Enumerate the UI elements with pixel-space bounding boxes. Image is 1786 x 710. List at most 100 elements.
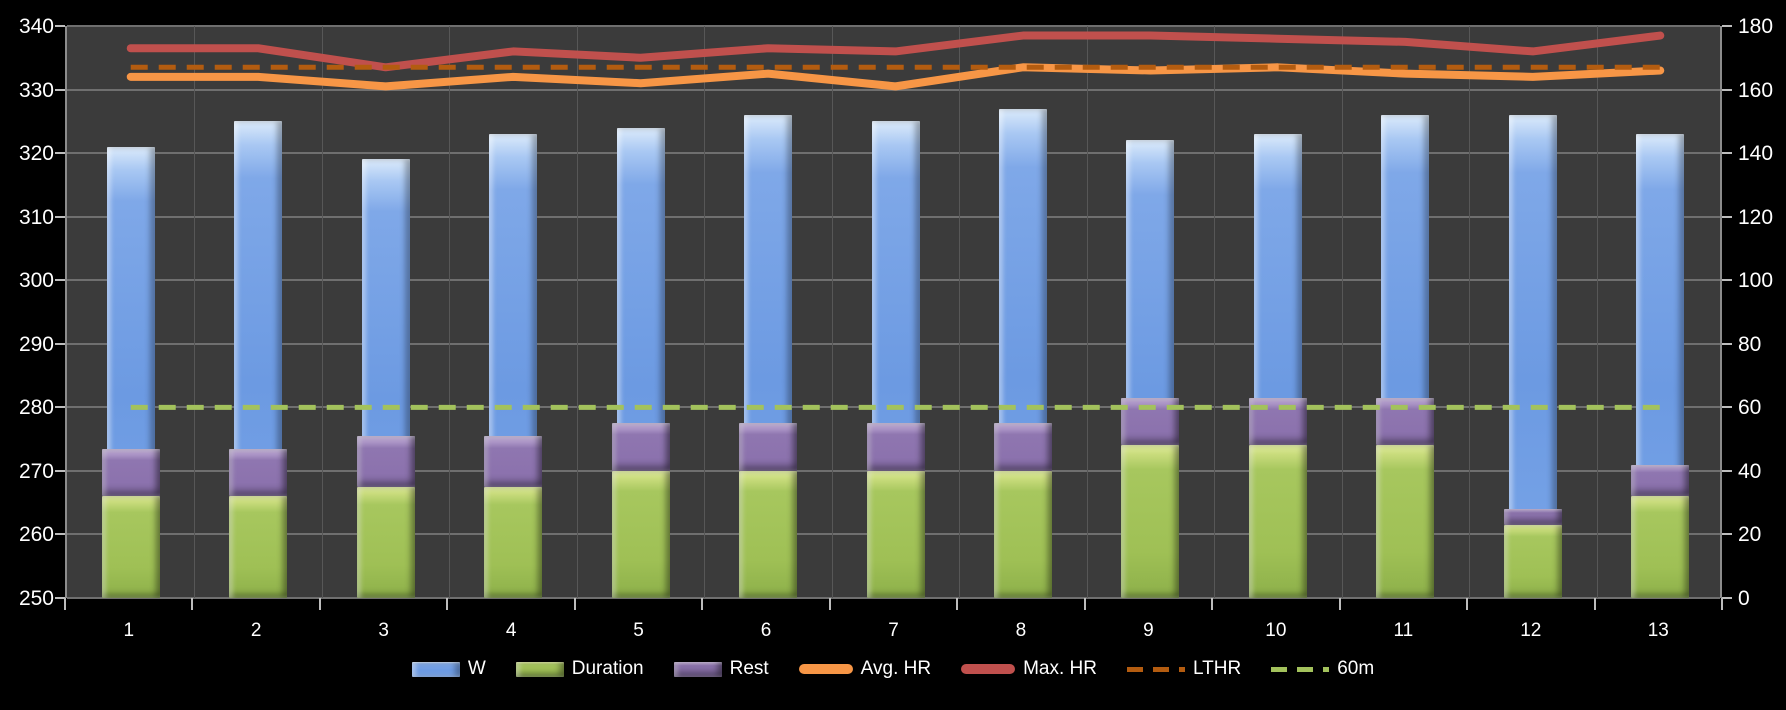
- y-axis-right-tick-label: 140: [1738, 142, 1774, 166]
- bar-duration[interactable]: [101, 496, 160, 598]
- x-axis-category-label: 2: [250, 620, 262, 641]
- y-axis-right-tick-label: 180: [1738, 15, 1774, 38]
- y-axis-left-tick: [55, 406, 65, 409]
- y-axis-right-tick-label: 0: [1738, 587, 1750, 610]
- y-axis-right-tick: [1722, 406, 1732, 409]
- bar-duration[interactable]: [993, 470, 1052, 598]
- y-axis-right-tick: [1722, 152, 1732, 155]
- x-axis-tick: [828, 598, 831, 610]
- bar-rest[interactable]: [229, 448, 288, 497]
- bar-rest[interactable]: [611, 423, 670, 471]
- legend-item-lthr[interactable]: LTHR: [1126, 658, 1242, 680]
- x-axis-category-label: 13: [1647, 620, 1669, 641]
- y-axis-right-tick: [1722, 88, 1732, 91]
- y-axis-left-tick-label: 320: [18, 142, 54, 166]
- y-axis-right-tick: [1722, 533, 1732, 536]
- bar-duration[interactable]: [866, 470, 925, 598]
- x-axis-tick: [956, 598, 959, 610]
- y-axis-right-tick: [1722, 469, 1732, 472]
- line-avg-hr[interactable]: [126, 63, 1665, 91]
- vertical-gridline: [959, 26, 961, 598]
- legend-label: 60m: [1337, 658, 1375, 679]
- y-axis-left-tick: [55, 469, 65, 472]
- legend-item-avg-hr[interactable]: Avg. HR: [798, 658, 931, 680]
- y-axis-right-tick: [1722, 279, 1732, 282]
- y-axis-left-tick-label: 290: [18, 332, 54, 356]
- bar-rest[interactable]: [1503, 509, 1562, 525]
- y-axis-left-tick: [55, 342, 65, 345]
- plot-area: [65, 25, 1722, 599]
- y-axis-right-tick: [1722, 342, 1732, 345]
- bar-duration[interactable]: [484, 486, 543, 598]
- legend-item-60m[interactable]: 60m: [1271, 658, 1374, 680]
- x-axis-tick: [1593, 598, 1596, 610]
- vertical-gridline: [1086, 26, 1088, 598]
- y-axis-right-tick: [1722, 25, 1732, 27]
- legend-swatch-bar: [515, 661, 564, 677]
- x-axis-category-label: 5: [633, 620, 644, 641]
- x-axis-tick: [1211, 598, 1214, 610]
- x-axis-tick: [191, 598, 194, 610]
- legend-label: LTHR: [1192, 658, 1242, 679]
- x-axis-tick: [446, 598, 449, 610]
- bar-rest[interactable]: [1631, 464, 1690, 497]
- y-axis-right-tick-label: 100: [1738, 269, 1774, 293]
- y-axis-left-tick: [55, 152, 65, 155]
- bar-rest[interactable]: [866, 423, 925, 471]
- legend-item-rest[interactable]: Rest: [673, 658, 769, 680]
- bar-rest[interactable]: [101, 448, 160, 497]
- line-max-hr[interactable]: [126, 31, 1665, 72]
- x-axis-category-label: 6: [760, 620, 772, 641]
- legend-label: W: [467, 658, 486, 679]
- x-axis-tick: [64, 598, 66, 610]
- y-axis-left-tick-label: 250: [18, 587, 54, 610]
- legend-swatch-line: [798, 664, 853, 674]
- bar-duration[interactable]: [356, 486, 415, 598]
- y-axis-right-tick: [1722, 597, 1732, 599]
- y-axis-left-tick: [55, 215, 65, 218]
- bar-duration[interactable]: [739, 470, 798, 598]
- horizontal-gridline: [67, 597, 1720, 599]
- y-axis-right-tick-label: 120: [1738, 205, 1774, 229]
- legend-swatch-line: [961, 664, 1016, 674]
- bar-rest[interactable]: [484, 435, 543, 487]
- legend-item-max-hr[interactable]: Max. HR: [961, 658, 1097, 680]
- x-axis-tick: [1466, 598, 1469, 610]
- x-axis-category-label: 11: [1393, 620, 1414, 641]
- y-axis-right-tick-label: 160: [1738, 78, 1774, 102]
- y-axis-left-tick-label: 300: [18, 269, 54, 293]
- bar-rest[interactable]: [993, 423, 1052, 471]
- x-axis-category-label: 8: [1015, 620, 1027, 641]
- bar-duration[interactable]: [1248, 445, 1307, 598]
- bar-duration[interactable]: [1631, 496, 1690, 598]
- vertical-gridline: [1469, 26, 1471, 598]
- legend-label: Rest: [729, 658, 769, 679]
- legend-item-duration[interactable]: Duration: [515, 658, 644, 680]
- legend-item-w[interactable]: W: [411, 658, 486, 680]
- bar-duration[interactable]: [1121, 445, 1180, 598]
- legend-label: Max. HR: [1023, 658, 1097, 679]
- x-axis-category-label: 1: [123, 620, 135, 641]
- x-axis-tick: [1083, 598, 1086, 610]
- y-axis-right-tick: [1722, 215, 1732, 218]
- x-axis-category-label: 4: [505, 620, 517, 641]
- bar-rest[interactable]: [356, 435, 415, 487]
- x-axis-category-label: 7: [888, 620, 899, 641]
- legend-swatch-bar: [673, 661, 722, 677]
- x-axis-tick: [701, 598, 704, 610]
- vertical-gridline: [321, 26, 323, 598]
- y-axis-left-tick-label: 340: [18, 15, 54, 38]
- y-axis-right-tick-label: 60: [1738, 396, 1762, 420]
- bar-duration[interactable]: [611, 470, 670, 598]
- bar-duration[interactable]: [1376, 445, 1435, 598]
- bar-duration[interactable]: [1503, 524, 1562, 598]
- x-axis-tick: [1721, 598, 1723, 610]
- bar-duration[interactable]: [229, 496, 288, 598]
- vertical-gridline: [1341, 26, 1343, 598]
- legend-swatch-dash: [1126, 666, 1185, 672]
- vertical-gridline: [831, 26, 833, 598]
- bar-rest[interactable]: [739, 423, 798, 471]
- y-axis-left-tick-label: 270: [18, 459, 54, 483]
- x-axis-category-label: 9: [1143, 620, 1154, 641]
- y-axis-left-tick: [55, 279, 65, 282]
